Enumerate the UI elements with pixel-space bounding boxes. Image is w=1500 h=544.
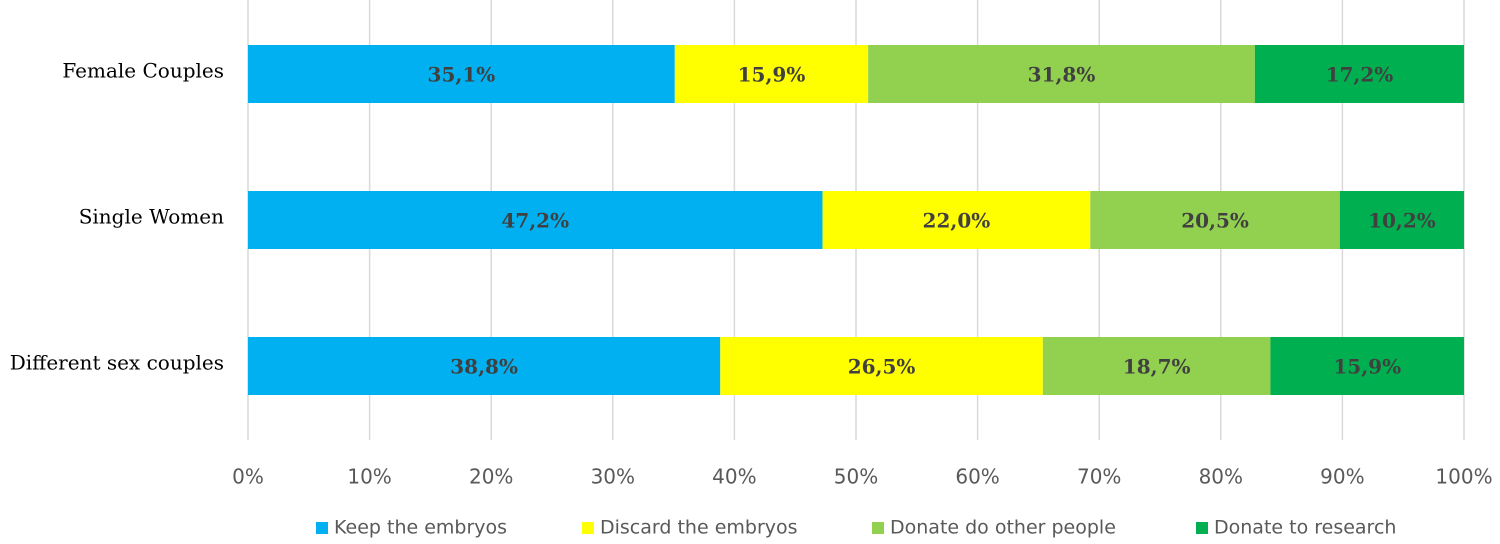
data-labels: 35,1% 15,9% 31,8% 17,2% 47,2% 22,0% 20,5% 10,2%… (428, 63, 1436, 379)
bar-segment (1042, 337, 1271, 395)
x-tick-label: 30% (591, 465, 635, 489)
bar-segment (868, 45, 1255, 103)
bar-data-label: 15,9% (738, 63, 806, 87)
x-tick-label: 40% (712, 465, 756, 489)
legend-label: Donate to research (1214, 517, 1396, 539)
bar-segment (822, 191, 1091, 249)
x-tick-label: 100% (1435, 465, 1492, 489)
x-tick-label: 0% (232, 465, 264, 489)
bar-data-label: 26,5% (848, 355, 916, 379)
x-tick-label: 60% (955, 465, 999, 489)
category-label: Different sex couples (10, 351, 224, 375)
bar-segment (1270, 337, 1464, 395)
bar-data-label: 47,2% (501, 209, 569, 233)
legend-label: Discard the embryos (600, 517, 798, 539)
legend-swatch (1196, 522, 1208, 534)
bars (248, 45, 1464, 395)
bar-data-label: 20,5% (1181, 209, 1249, 233)
bar-data-label: 38,8% (450, 355, 518, 379)
category-label: Single Women (79, 205, 224, 229)
bar-segment (248, 191, 823, 249)
bar-segment (1254, 45, 1464, 103)
bar-data-label: 18,7% (1123, 355, 1191, 379)
legend-label: Keep the embryos (334, 517, 507, 539)
value-axis: 0% 10% 20% 30% 40% 50% 60% 70% 80% 90% 100% (232, 465, 1492, 489)
bar-segment (1339, 191, 1464, 249)
bar-data-label: 10,2% (1368, 209, 1436, 233)
x-tick-label: 20% (469, 465, 513, 489)
x-tick-label: 80% (1199, 465, 1243, 489)
x-tick-label: 70% (1077, 465, 1121, 489)
bar-data-label: 22,0% (923, 209, 991, 233)
category-axis: Female Couples Single Women Different sex … (10, 59, 224, 375)
bar-segment (248, 337, 721, 395)
bar-data-label: 35,1% (428, 63, 496, 87)
bar-segment (248, 45, 675, 103)
legend-label: Donate do other people (890, 517, 1116, 539)
x-tick-label: 10% (347, 465, 391, 489)
x-tick-label: 50% (834, 465, 878, 489)
legend-swatch (582, 522, 594, 534)
x-tick-label: 90% (1320, 465, 1364, 489)
category-label: Female Couples (62, 59, 224, 83)
bar-data-label: 17,2% (1326, 63, 1394, 87)
legend-swatch (872, 522, 884, 534)
bar-segment (674, 45, 869, 103)
bar-data-label: 15,9% (1333, 355, 1401, 379)
bar-segment (720, 337, 1043, 395)
legend: Keep the embryos Discard the embryos Donat… (316, 517, 1396, 539)
bar-data-label: 31,8% (1028, 63, 1096, 87)
legend-swatch (316, 522, 328, 534)
bar-segment (1090, 191, 1340, 249)
